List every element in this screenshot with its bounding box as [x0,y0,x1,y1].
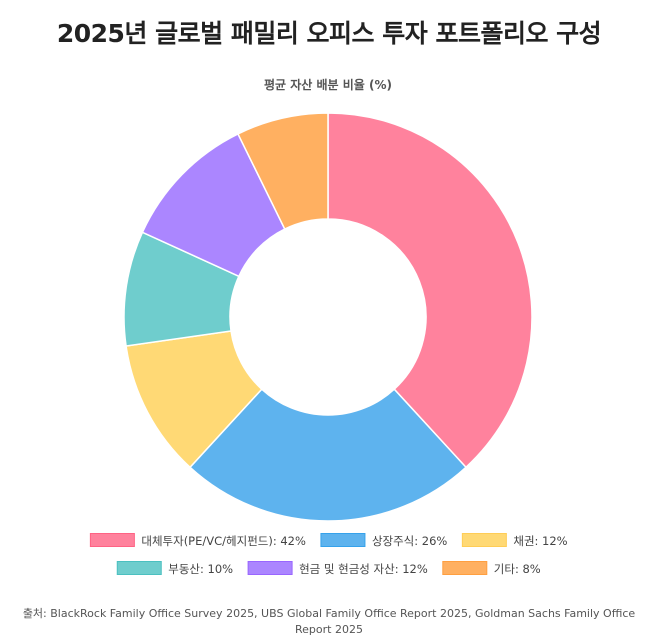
chart-subtitle: 평균 자산 배분 비율 (%) [264,77,392,92]
legend-label: 기타: 8% [494,562,541,576]
doughnut-slices [123,112,533,522]
legend-swatch [461,533,507,547]
legend-label: 대체투자(PE/VC/헤지펀드): 42% [141,534,306,548]
slice-6[interactable] [236,112,329,231]
legend-item-2[interactable]: 상장주식: 26% [320,533,447,549]
slice-2[interactable] [188,388,468,522]
legend-swatch [89,533,135,547]
legend-label: 현금 및 현금성 자산: 12% [299,562,428,576]
legend-item-6[interactable]: 기타: 8% [442,561,541,577]
legend-item-3[interactable]: 채권: 12% [461,533,568,549]
legend-label: 부동산: 10% [168,562,233,576]
legend-swatch [320,533,366,547]
legend-swatch [116,561,162,575]
source-note: 출처: BlackRock Family Office Survey 2025,… [0,606,658,638]
legend-label: 채권: 12% [513,534,567,548]
legend-item-1[interactable]: 대체투자(PE/VC/헤지펀드): 42% [89,533,306,549]
legend: 대체투자(PE/VC/헤지펀드): 42% 상장주식: 26% 채권: 12% 부동산… [89,533,568,577]
legend-swatch [247,561,293,575]
legend-item-5[interactable]: 현금 및 현금성 자산: 12% [247,561,428,577]
legend-swatch [442,561,488,575]
legend-label: 상장주식: 26% [372,534,447,548]
source-text: 출처: BlackRock Family Office Survey 2025,… [22,607,636,636]
page-title: 2025년 글로벌 패밀리 오피스 투자 포트폴리오 구성 [56,19,602,48]
legend-item-4[interactable]: 부동산: 10% [116,561,233,577]
slice-1[interactable] [327,112,533,469]
